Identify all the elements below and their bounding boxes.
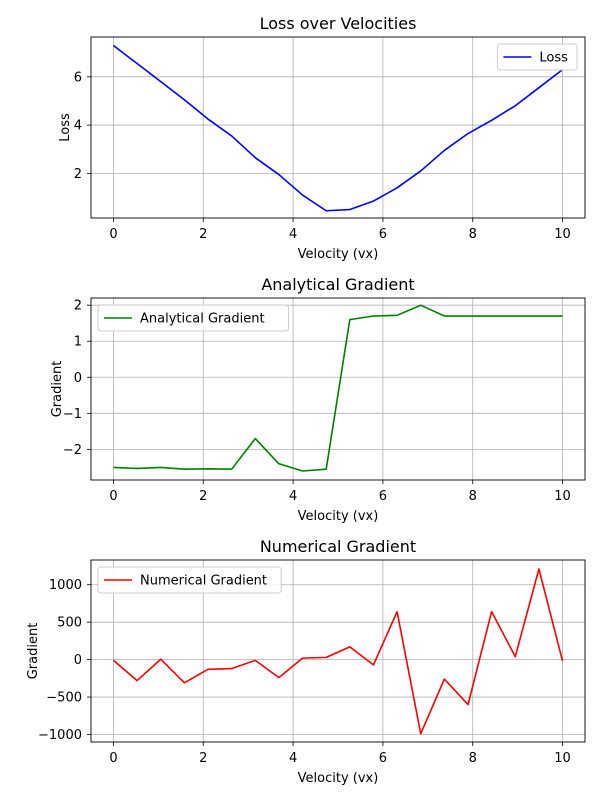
- series-line: [112, 568, 564, 735]
- y-tick-label: 0: [74, 653, 82, 668]
- x-tick-label: 2: [199, 227, 207, 242]
- series-line: [113, 304, 563, 472]
- series-line: [112, 44, 564, 212]
- y-tick-label: 2: [74, 167, 82, 182]
- legend-label: Loss: [539, 51, 568, 66]
- legend-box: [97, 304, 290, 332]
- x-tick-label: 4: [289, 227, 297, 242]
- x-tick-label: 10: [554, 489, 571, 504]
- subplot-1: 0 2 4 6 8 10 2 4 6 Loss over Velocities Velocity (…: [58, 14, 586, 262]
- x-tick-label: 10: [554, 227, 571, 242]
- x-tick-label: 6: [379, 751, 387, 766]
- y-tick-label: 500: [57, 616, 82, 631]
- legend-label: Analytical Gradient: [140, 312, 265, 327]
- chart-title: Analytical Gradient: [261, 275, 414, 294]
- y-tick-label: −1: [63, 407, 82, 422]
- x-tick-label: 6: [379, 227, 387, 242]
- legend-label: Numerical Gradient: [140, 574, 267, 589]
- x-axis-label: Velocity (vx): [298, 247, 379, 262]
- legend-box: [97, 566, 282, 594]
- x-tick-label: 8: [469, 489, 477, 504]
- x-tick-label: 4: [289, 489, 297, 504]
- y-tick-label: 1000: [49, 578, 82, 593]
- y-tick-label: −2: [63, 443, 82, 458]
- x-tick-label: 2: [199, 751, 207, 766]
- x-tick-label: 8: [469, 227, 477, 242]
- x-tick-label: 0: [109, 751, 117, 766]
- x-tick-label: 2: [199, 489, 207, 504]
- x-axis-label: Velocity (vx): [298, 771, 379, 786]
- y-tick-label: 4: [74, 119, 82, 134]
- y-tick-label: 0: [74, 371, 82, 386]
- x-tick-label: 0: [109, 489, 117, 504]
- x-tick-label: 4: [289, 751, 297, 766]
- y-tick-label: 2: [74, 299, 82, 314]
- subplot-3: 0 2 4 6 8 10 −1000 −500 0 500 1000 Numerical Gradie…: [26, 537, 586, 786]
- axes-frame: [90, 559, 586, 743]
- y-tick-label: −1000: [38, 728, 82, 743]
- y-axis-label: Gradient: [26, 623, 41, 680]
- y-axis-label: Gradient: [50, 361, 65, 418]
- chart-title: Loss over Velocities: [260, 14, 417, 33]
- y-axis-label: Loss: [58, 113, 73, 142]
- y-tick-label: −500: [46, 691, 82, 706]
- legend-box: [496, 43, 578, 71]
- legend: Loss: [496, 43, 578, 71]
- axes-frame: [90, 297, 586, 481]
- axes-frame: [90, 36, 586, 219]
- x-axis-label: Velocity (vx): [298, 509, 379, 524]
- chart-title: Numerical Gradient: [260, 537, 416, 556]
- y-tick-label: 6: [74, 70, 82, 85]
- x-tick-label: 0: [109, 227, 117, 242]
- x-tick-label: 8: [469, 751, 477, 766]
- legend: Numerical Gradient: [97, 566, 282, 594]
- legend: Analytical Gradient: [97, 304, 290, 332]
- y-tick-label: 1: [74, 335, 82, 350]
- x-tick-label: 6: [379, 489, 387, 504]
- subplot-2: 0 2 4 6 8 10 −2 −1 0 1 2 Analytical Gradient Velocit…: [50, 275, 586, 524]
- x-tick-label: 10: [554, 751, 571, 766]
